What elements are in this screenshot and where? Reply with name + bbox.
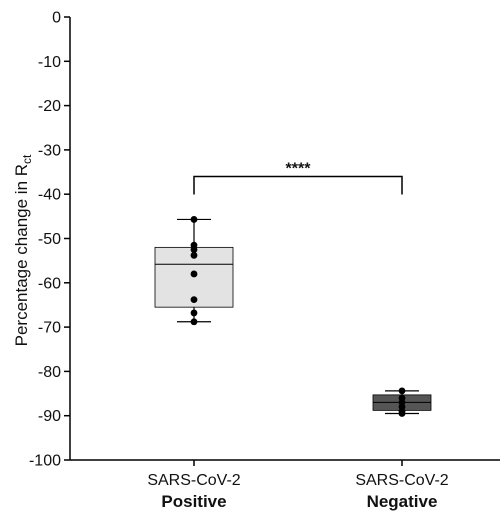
data-point [190, 270, 198, 278]
y-tick-label: 0 [52, 10, 61, 27]
data-point [190, 296, 198, 304]
y-axis-title-main: Percentage change in R [12, 164, 31, 346]
category-label-line2: Negative [367, 492, 438, 511]
y-tick-label: -90 [38, 408, 61, 425]
data-point [190, 318, 198, 326]
axes [69, 17, 500, 461]
y-axis-title: Percentage change in Rct [12, 154, 34, 346]
data-point [398, 387, 406, 395]
y-tick-label: -50 [38, 231, 61, 248]
y-tick-label: -70 [38, 320, 61, 337]
category-label-line1: SARS-CoV-2 [147, 472, 240, 489]
data-point [190, 246, 198, 253]
data-point [398, 410, 406, 417]
boxes [154, 216, 432, 417]
category-label-line1: SARS-CoV-2 [355, 472, 448, 489]
data-point [190, 309, 198, 317]
data-point [190, 251, 198, 259]
significance-label: **** [286, 160, 312, 177]
significance-bracket-line [193, 175, 403, 195]
y-tick-label: -100 [29, 453, 61, 470]
box-group [154, 216, 234, 326]
y-tick-label: -80 [38, 364, 61, 381]
y-tick-label: -30 [38, 142, 61, 159]
y-axis-title-subscript: ct [20, 154, 34, 164]
significance-bracket: **** [193, 160, 403, 195]
y-ticks: 0 -10 -20 -30 -40 -50 -60 -70 -80 -90 -100 [29, 10, 403, 470]
y-tick-label: -40 [38, 187, 61, 204]
category-label-line2: Positive [161, 492, 226, 511]
y-tick-label: -20 [38, 98, 61, 115]
y-tick-label: -10 [38, 54, 61, 71]
category-labels: SARS-CoV-2 Positive SARS-CoV-2 Negative [147, 472, 448, 511]
box-group [372, 387, 432, 417]
y-tick-label: -60 [38, 275, 61, 292]
data-point [190, 216, 198, 223]
